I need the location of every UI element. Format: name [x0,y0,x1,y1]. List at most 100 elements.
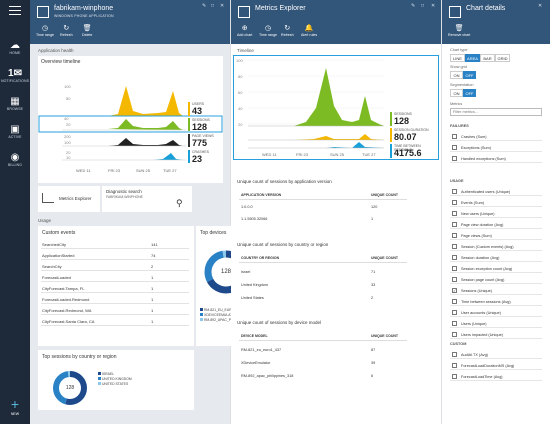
metric-checkbox-row[interactable]: Crashes (Sum) [450,132,542,141]
nav-billing[interactable]: ◉ BILLING [0,152,30,167]
checkbox[interactable] [452,255,457,260]
segmentation-on[interactable]: ON [450,89,463,97]
time-range-button[interactable]: ◷ Time range [259,25,278,37]
maximize-icon[interactable]: □ [421,3,425,9]
group-failures: FAILURES [450,124,469,128]
diagnostic-search-tile[interactable]: Diagnostic search FABRIKAM-WINPHONE ⚲ [102,186,192,212]
metric-checkbox-row[interactable]: Authenticated users (Unique) [450,187,542,196]
kpi-crashes-value: 23 [192,154,203,164]
custom-event-row[interactable]: SearchCity 2 [41,262,189,271]
show-grid-on[interactable]: ON [450,71,463,79]
custom-event-row[interactable]: ApplicationStarted 74 [41,251,189,260]
custom-event-row[interactable]: CityForecast.Santa Clara, CA 1 [41,317,189,326]
delete-button[interactable]: 🗑 Delete [82,25,93,37]
checkbox[interactable] [452,145,457,150]
chart-type-area[interactable]: AREA [465,54,480,62]
nav-notifications[interactable]: 1✉ NOTIFICATIONS [0,68,30,83]
custom-event-row[interactable]: SearchedCity 141 [41,240,189,249]
metric-checkbox-row[interactable]: Exceptions (Sum) [450,143,542,152]
metrics-filter-input[interactable] [450,108,542,116]
checkbox[interactable] [452,363,457,368]
checkbox[interactable] [452,352,457,357]
custom-event-row[interactable]: ForecastLoaded.Redmond 1 [41,295,189,304]
metric-checkbox-row[interactable]: Users (Unique) [450,319,542,328]
close-icon[interactable]: ✕ [220,3,225,9]
checkbox[interactable] [452,244,457,249]
close-icon[interactable]: ✕ [538,3,543,9]
metric-checkbox-row[interactable]: Events (Sum) [450,198,542,207]
refresh-button[interactable]: ↻ Refresh [281,25,294,37]
time-range-button[interactable]: ◷ Time range [36,25,55,37]
nav-browse[interactable]: ▦ BROWSE [0,96,30,111]
hamburger-icon[interactable] [9,6,21,15]
metric-checkbox-row[interactable]: Session page count (Avg) [450,275,542,284]
custom-event-row[interactable]: CityForecast.Tampa, FL 1 [41,284,189,293]
metrics-explorer-blade: Metrics Explorer ✎ □ ✕ ⊕ Add chart ◷ Tim… [231,0,441,424]
table-device-model[interactable]: Unique count of sessions by device model… [237,320,407,378]
metric-checkbox-row[interactable]: AudiAl.TX (Avg) [450,350,542,359]
metric-checkbox-row[interactable]: Handled exceptions (Sum) [450,154,542,163]
checkbox[interactable] [452,134,457,139]
top-sessions-tile[interactable]: Top sessions by country or region 128 IS… [38,350,194,410]
metric-checkbox-row[interactable]: ForecastLoadDurationMS (Avg) [450,361,542,370]
pageviews-band [108,138,183,146]
table-app-version[interactable]: Unique count of sessions by application … [237,179,407,221]
checkbox[interactable] [452,200,457,205]
add-chart-button[interactable]: ⊕ Add chart [237,25,253,37]
maximize-icon[interactable]: □ [211,3,215,9]
close-icon[interactable]: ✕ [431,3,436,9]
metric-checkbox-row[interactable]: ✓ Sessions (Unique) [450,286,542,295]
add-chart-icon: ⊕ [241,25,248,32]
metric-checkbox-row[interactable]: Page view duration (Avg) [450,220,542,229]
crashes-band [153,153,183,160]
nav-new-button[interactable]: + NEW [0,396,30,424]
custom-event-row[interactable]: ForecastLoaded 1 [41,273,189,282]
checkbox[interactable] [452,321,457,326]
metric-checkbox-row[interactable]: New users (Unique) [450,209,542,218]
alert-rules-button[interactable]: 🔔 Alert rules [301,25,318,37]
checkbox[interactable]: ✓ [452,288,457,293]
metric-checkbox-row[interactable]: Session (Custom events) (Avg) [450,242,542,251]
chart-type-bar[interactable]: BAR [480,54,495,62]
nav-active[interactable]: ▣ ACTIVE [0,124,30,139]
section-usage: Usage [38,218,52,223]
checkbox[interactable] [452,374,457,379]
metric-checkbox-row[interactable]: Session duration (Avg) [450,253,542,262]
metric-checkbox-row[interactable]: Session exception count (Avg) [450,264,542,273]
pin-icon[interactable]: ✎ [411,3,416,9]
chart-type-line[interactable]: LINE [450,54,465,62]
checkbox[interactable] [452,299,457,304]
table-country[interactable]: Unique count of sessions by country or r… [237,242,407,300]
checkbox[interactable] [452,156,457,161]
checkbox[interactable] [452,233,457,238]
metric-checkbox-row[interactable]: User accounts (Unique) [450,308,542,317]
checkbox[interactable] [452,211,457,216]
legend-item: RM-892_APAC_PHILIPPINES_... [200,318,254,323]
custom-event-row[interactable]: CityForecast.Redmond, WA 1 [41,306,189,315]
checkbox[interactable] [452,222,457,227]
checkbox[interactable] [452,310,457,315]
metrics-chart-tile[interactable]: 100 80 60 40 20 WED 11 FRI 23 SUN 25 TUE… [233,55,439,160]
metric-checkbox-row[interactable]: ForecastLoadTime (Avg) [450,372,542,381]
nav-home[interactable]: ☁ HOME [0,40,30,55]
metric-checkbox-row[interactable]: Users impacted (Unique) [450,330,542,339]
show-grid-off[interactable]: OFF [463,71,476,79]
metrics-explorer-tile[interactable]: Metrics Explorer [38,186,100,212]
between-series [326,142,384,148]
segmentation-off[interactable]: OFF [463,89,476,97]
metric-checkbox-row[interactable]: Time between sessions (Avg) [450,297,542,306]
custom-events-tile[interactable]: Custom events SearchedCity 141 Application… [38,226,194,346]
checkbox[interactable] [452,266,457,271]
checkbox[interactable] [452,332,457,337]
chart-type-grid[interactable]: GRID [495,54,510,62]
checkbox[interactable] [452,277,457,282]
remove-chart-button[interactable]: 🗑 Remove chart [448,25,471,37]
refresh-button[interactable]: ↻ Refresh [60,25,73,37]
sessions-band [108,119,183,130]
checkbox[interactable] [452,189,457,194]
grid-icon: ▦ [10,96,20,107]
pin-icon[interactable]: ✎ [202,3,207,9]
refresh-icon: ↻ [63,25,70,32]
overview-timeline-tile[interactable]: Overview timeline 100 50 40 [38,56,223,183]
metric-checkbox-row[interactable]: Page views (Sum) [450,231,542,240]
